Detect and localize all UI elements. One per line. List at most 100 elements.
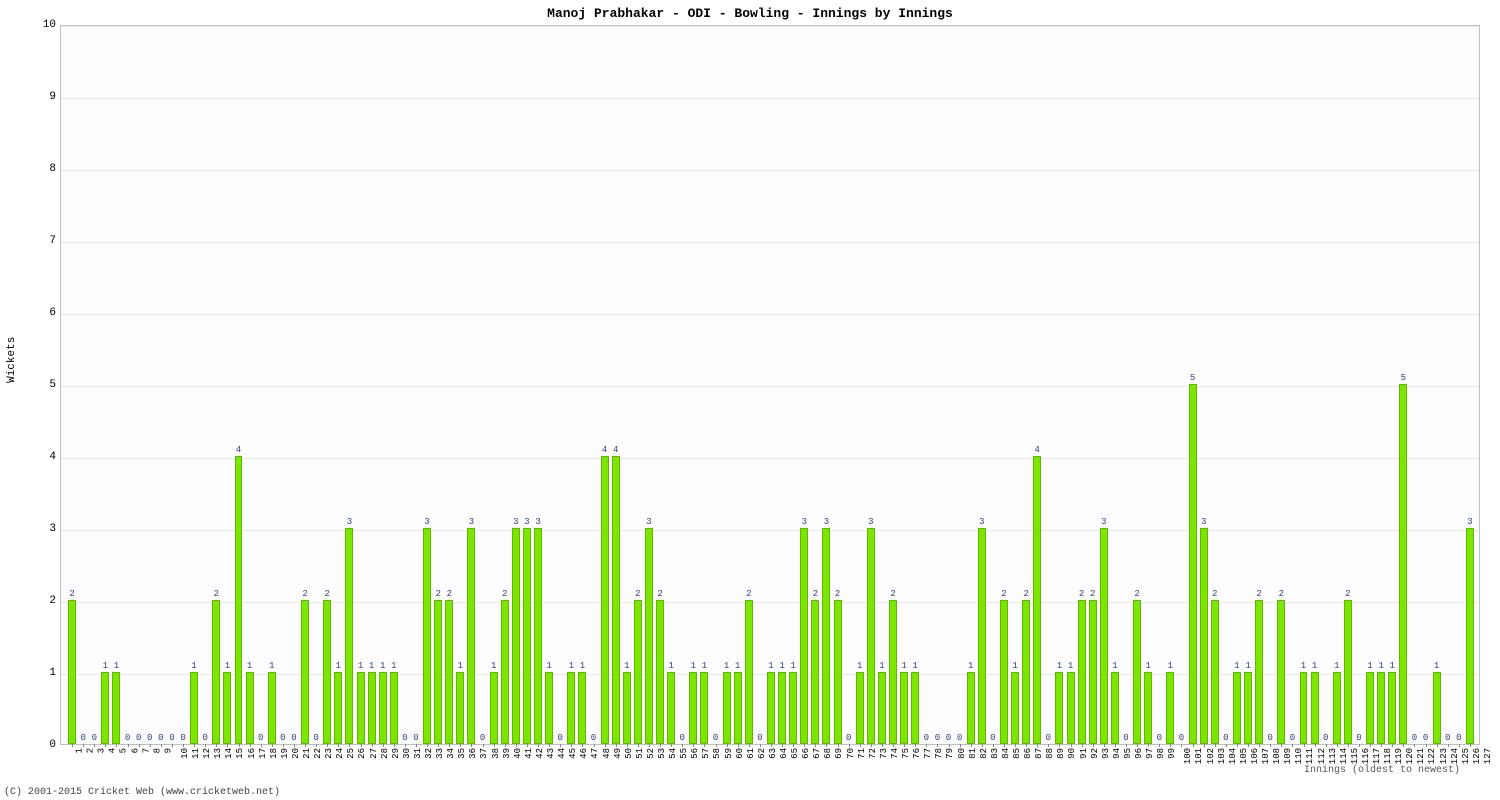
x-tick bbox=[1159, 744, 1160, 747]
x-tick bbox=[682, 744, 683, 747]
bar: 5 bbox=[1189, 384, 1197, 744]
bar-value-label: 3 bbox=[646, 517, 652, 527]
x-tick bbox=[471, 744, 472, 747]
x-tick-label: 109 bbox=[1283, 748, 1293, 764]
bar-value-label: 1 bbox=[568, 661, 574, 671]
bar-value-label: 1 bbox=[779, 661, 785, 671]
bar-value-label: 0 bbox=[90, 733, 98, 743]
x-tick-label: 83 bbox=[990, 748, 1000, 759]
x-tick bbox=[738, 744, 739, 747]
bar-value-label: 0 bbox=[1444, 733, 1452, 743]
bar: 1 bbox=[246, 672, 254, 744]
bar: 3 bbox=[800, 528, 808, 744]
x-tick bbox=[1082, 744, 1083, 747]
x-tick-label: 123 bbox=[1439, 748, 1449, 764]
bar-value-label: 0 bbox=[412, 733, 420, 743]
x-tick bbox=[660, 744, 661, 747]
bar: 2 bbox=[1255, 600, 1263, 744]
x-tick-label: 107 bbox=[1261, 748, 1271, 764]
x-tick bbox=[671, 744, 672, 747]
x-tick-label: 42 bbox=[535, 748, 545, 759]
y-tick-label: 3 bbox=[6, 523, 56, 535]
x-tick bbox=[1337, 744, 1338, 747]
bar: 3 bbox=[867, 528, 875, 744]
x-tick bbox=[727, 744, 728, 747]
bar-value-label: 0 bbox=[257, 733, 265, 743]
x-tick-label: 82 bbox=[979, 748, 989, 759]
x-tick-label: 61 bbox=[746, 748, 756, 759]
bar-value-label: 0 bbox=[157, 733, 165, 743]
x-tick-label: 105 bbox=[1239, 748, 1249, 764]
x-tick-label: 12 bbox=[202, 748, 212, 759]
bar: 1 bbox=[778, 672, 786, 744]
x-tick bbox=[205, 744, 206, 747]
x-tick-label: 66 bbox=[801, 748, 811, 759]
bar: 3 bbox=[534, 528, 542, 744]
x-tick-label: 65 bbox=[790, 748, 800, 759]
x-tick-label: 70 bbox=[845, 748, 855, 759]
x-tick bbox=[338, 744, 339, 747]
x-tick bbox=[616, 744, 617, 747]
x-tick bbox=[438, 744, 439, 747]
x-tick bbox=[250, 744, 251, 747]
x-tick bbox=[893, 744, 894, 747]
x-tick bbox=[1059, 744, 1060, 747]
x-tick bbox=[1426, 744, 1427, 747]
bar: 1 bbox=[623, 672, 631, 744]
bar-value-label: 0 bbox=[590, 733, 598, 743]
bar-value-label: 0 bbox=[290, 733, 298, 743]
x-tick bbox=[627, 744, 628, 747]
x-tick bbox=[1170, 744, 1171, 747]
bar-value-label: 1 bbox=[113, 661, 119, 671]
bar-value-label: 3 bbox=[801, 517, 807, 527]
x-tick bbox=[937, 744, 938, 747]
bar: 4 bbox=[235, 456, 243, 744]
x-tick bbox=[1370, 744, 1371, 747]
x-tick-label: 104 bbox=[1228, 748, 1238, 764]
x-tick-label: 18 bbox=[269, 748, 279, 759]
x-tick bbox=[993, 744, 994, 747]
x-tick bbox=[649, 744, 650, 747]
x-tick bbox=[183, 744, 184, 747]
bar: 1 bbox=[545, 672, 553, 744]
x-tick bbox=[1115, 744, 1116, 747]
y-tick-label: 4 bbox=[6, 451, 56, 463]
bar-value-label: 2 bbox=[302, 589, 308, 599]
x-tick-label: 40 bbox=[513, 748, 523, 759]
x-tick bbox=[560, 744, 561, 747]
bar-value-label: 1 bbox=[491, 661, 497, 671]
bar: 2 bbox=[1211, 600, 1219, 744]
bar-value-label: 1 bbox=[579, 661, 585, 671]
x-tick bbox=[760, 744, 761, 747]
bar-value-label: 1 bbox=[701, 661, 707, 671]
bar: 2 bbox=[811, 600, 819, 744]
x-tick-label: 41 bbox=[524, 748, 534, 759]
bar-value-label: 2 bbox=[890, 589, 896, 599]
x-tick-label: 102 bbox=[1206, 748, 1216, 764]
bar-value-label: 4 bbox=[602, 445, 608, 455]
x-tick bbox=[516, 744, 517, 747]
x-tick-label: 103 bbox=[1217, 748, 1227, 764]
bar-value-label: 1 bbox=[358, 661, 364, 671]
x-tick bbox=[449, 744, 450, 747]
bar: 1 bbox=[1011, 672, 1019, 744]
x-tick-label: 21 bbox=[302, 748, 312, 759]
x-tick bbox=[849, 744, 850, 747]
bar-value-label: 1 bbox=[391, 661, 397, 671]
x-tick bbox=[161, 744, 162, 747]
bar-value-label: 1 bbox=[768, 661, 774, 671]
x-tick bbox=[749, 744, 750, 747]
bar: 2 bbox=[301, 600, 309, 744]
y-tick-label: 2 bbox=[6, 595, 56, 607]
x-tick-label: 36 bbox=[468, 748, 478, 759]
x-tick-label: 22 bbox=[313, 748, 323, 759]
bar-series: 2001100000010214101002021311110032213012… bbox=[61, 26, 1479, 744]
x-tick-label: 10 bbox=[180, 748, 190, 759]
x-tick bbox=[305, 744, 306, 747]
bar: 1 bbox=[1111, 672, 1119, 744]
x-tick-label: 75 bbox=[901, 748, 911, 759]
x-tick bbox=[1315, 744, 1316, 747]
x-tick bbox=[1148, 744, 1149, 747]
x-tick bbox=[949, 744, 950, 747]
x-tick-label: 31 bbox=[413, 748, 423, 759]
